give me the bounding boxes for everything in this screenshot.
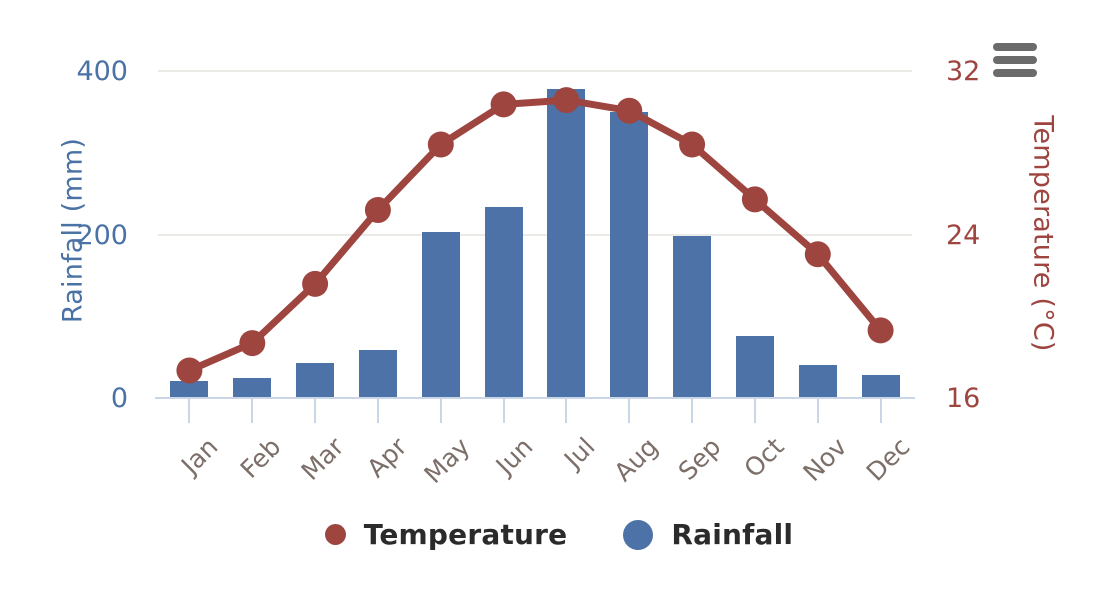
x-tick-sep [691,399,694,423]
gridline-400 [158,70,912,72]
bar-dec[interactable] [861,375,900,398]
temperature-point-mar[interactable] [302,270,329,297]
x-tick-jun [502,399,505,423]
temperature-point-nov[interactable] [804,241,831,268]
temperature-point-may[interactable] [427,131,454,158]
x-tick-dec [879,399,882,423]
bar-mar[interactable] [296,363,335,398]
x-tick-nov [816,399,819,423]
temperature-line-series [176,87,894,384]
bar-nov[interactable] [798,365,837,398]
x-tick-aug [628,399,631,423]
bar-jul[interactable] [547,88,586,398]
left-tick-0: 0 [110,383,128,414]
temperature-point-dec[interactable] [867,317,894,344]
legend-label-rainfall: Rainfall [671,518,794,551]
x-tick-apr [376,399,379,423]
temperature-point-jan[interactable] [176,357,203,384]
gridline-200 [158,234,912,236]
legend-label-temperature: Temperature [363,518,568,551]
menu-bar-2 [993,56,1037,64]
temperature-polyline [185,96,885,374]
bar-may[interactable] [421,232,460,398]
left-tick-200: 200 [76,220,128,251]
x-tick-jan [188,399,191,423]
bar-feb[interactable] [233,377,272,398]
x-tick-mar [314,399,317,423]
bar-jan[interactable] [170,381,209,398]
temperature-point-jul[interactable] [553,87,580,114]
bar-jun[interactable] [484,207,523,398]
bar-apr[interactable] [358,349,397,398]
x-tick-jul [565,399,568,423]
x-tick-may [439,399,442,423]
temperature-point-oct[interactable] [741,186,768,213]
temperature-markers [176,87,894,384]
bar-aug[interactable] [610,112,649,398]
temperature-point-sep[interactable] [679,131,706,158]
temperature-point-apr[interactable] [364,197,391,223]
right-tick-24: 24 [946,220,981,251]
legend-item-rainfall[interactable]: Rainfall [623,518,793,551]
temperature-point-aug[interactable] [616,97,643,124]
chart-legend: Temperature Rainfall [0,518,1118,551]
right-tick-32: 32 [946,56,981,87]
bar-oct[interactable] [735,336,774,398]
legend-marker-temperature-icon [324,524,346,545]
temperature-point-jun[interactable] [490,91,517,118]
menu-bar-3 [993,69,1037,77]
plot-area [158,60,912,398]
menu-bar-1 [993,43,1037,51]
x-tick-oct [753,399,756,423]
legend-item-temperature[interactable]: Temperature [324,518,568,551]
bar-sep[interactable] [673,235,712,398]
legend-marker-rainfall-icon [623,519,654,550]
temperature-point-feb[interactable] [239,330,266,357]
x-axis-line [155,397,915,399]
left-tick-400: 400 [76,56,128,87]
x-tick-feb [251,399,254,423]
hamburger-menu-icon[interactable] [993,43,1037,77]
right-tick-16: 16 [946,383,981,414]
